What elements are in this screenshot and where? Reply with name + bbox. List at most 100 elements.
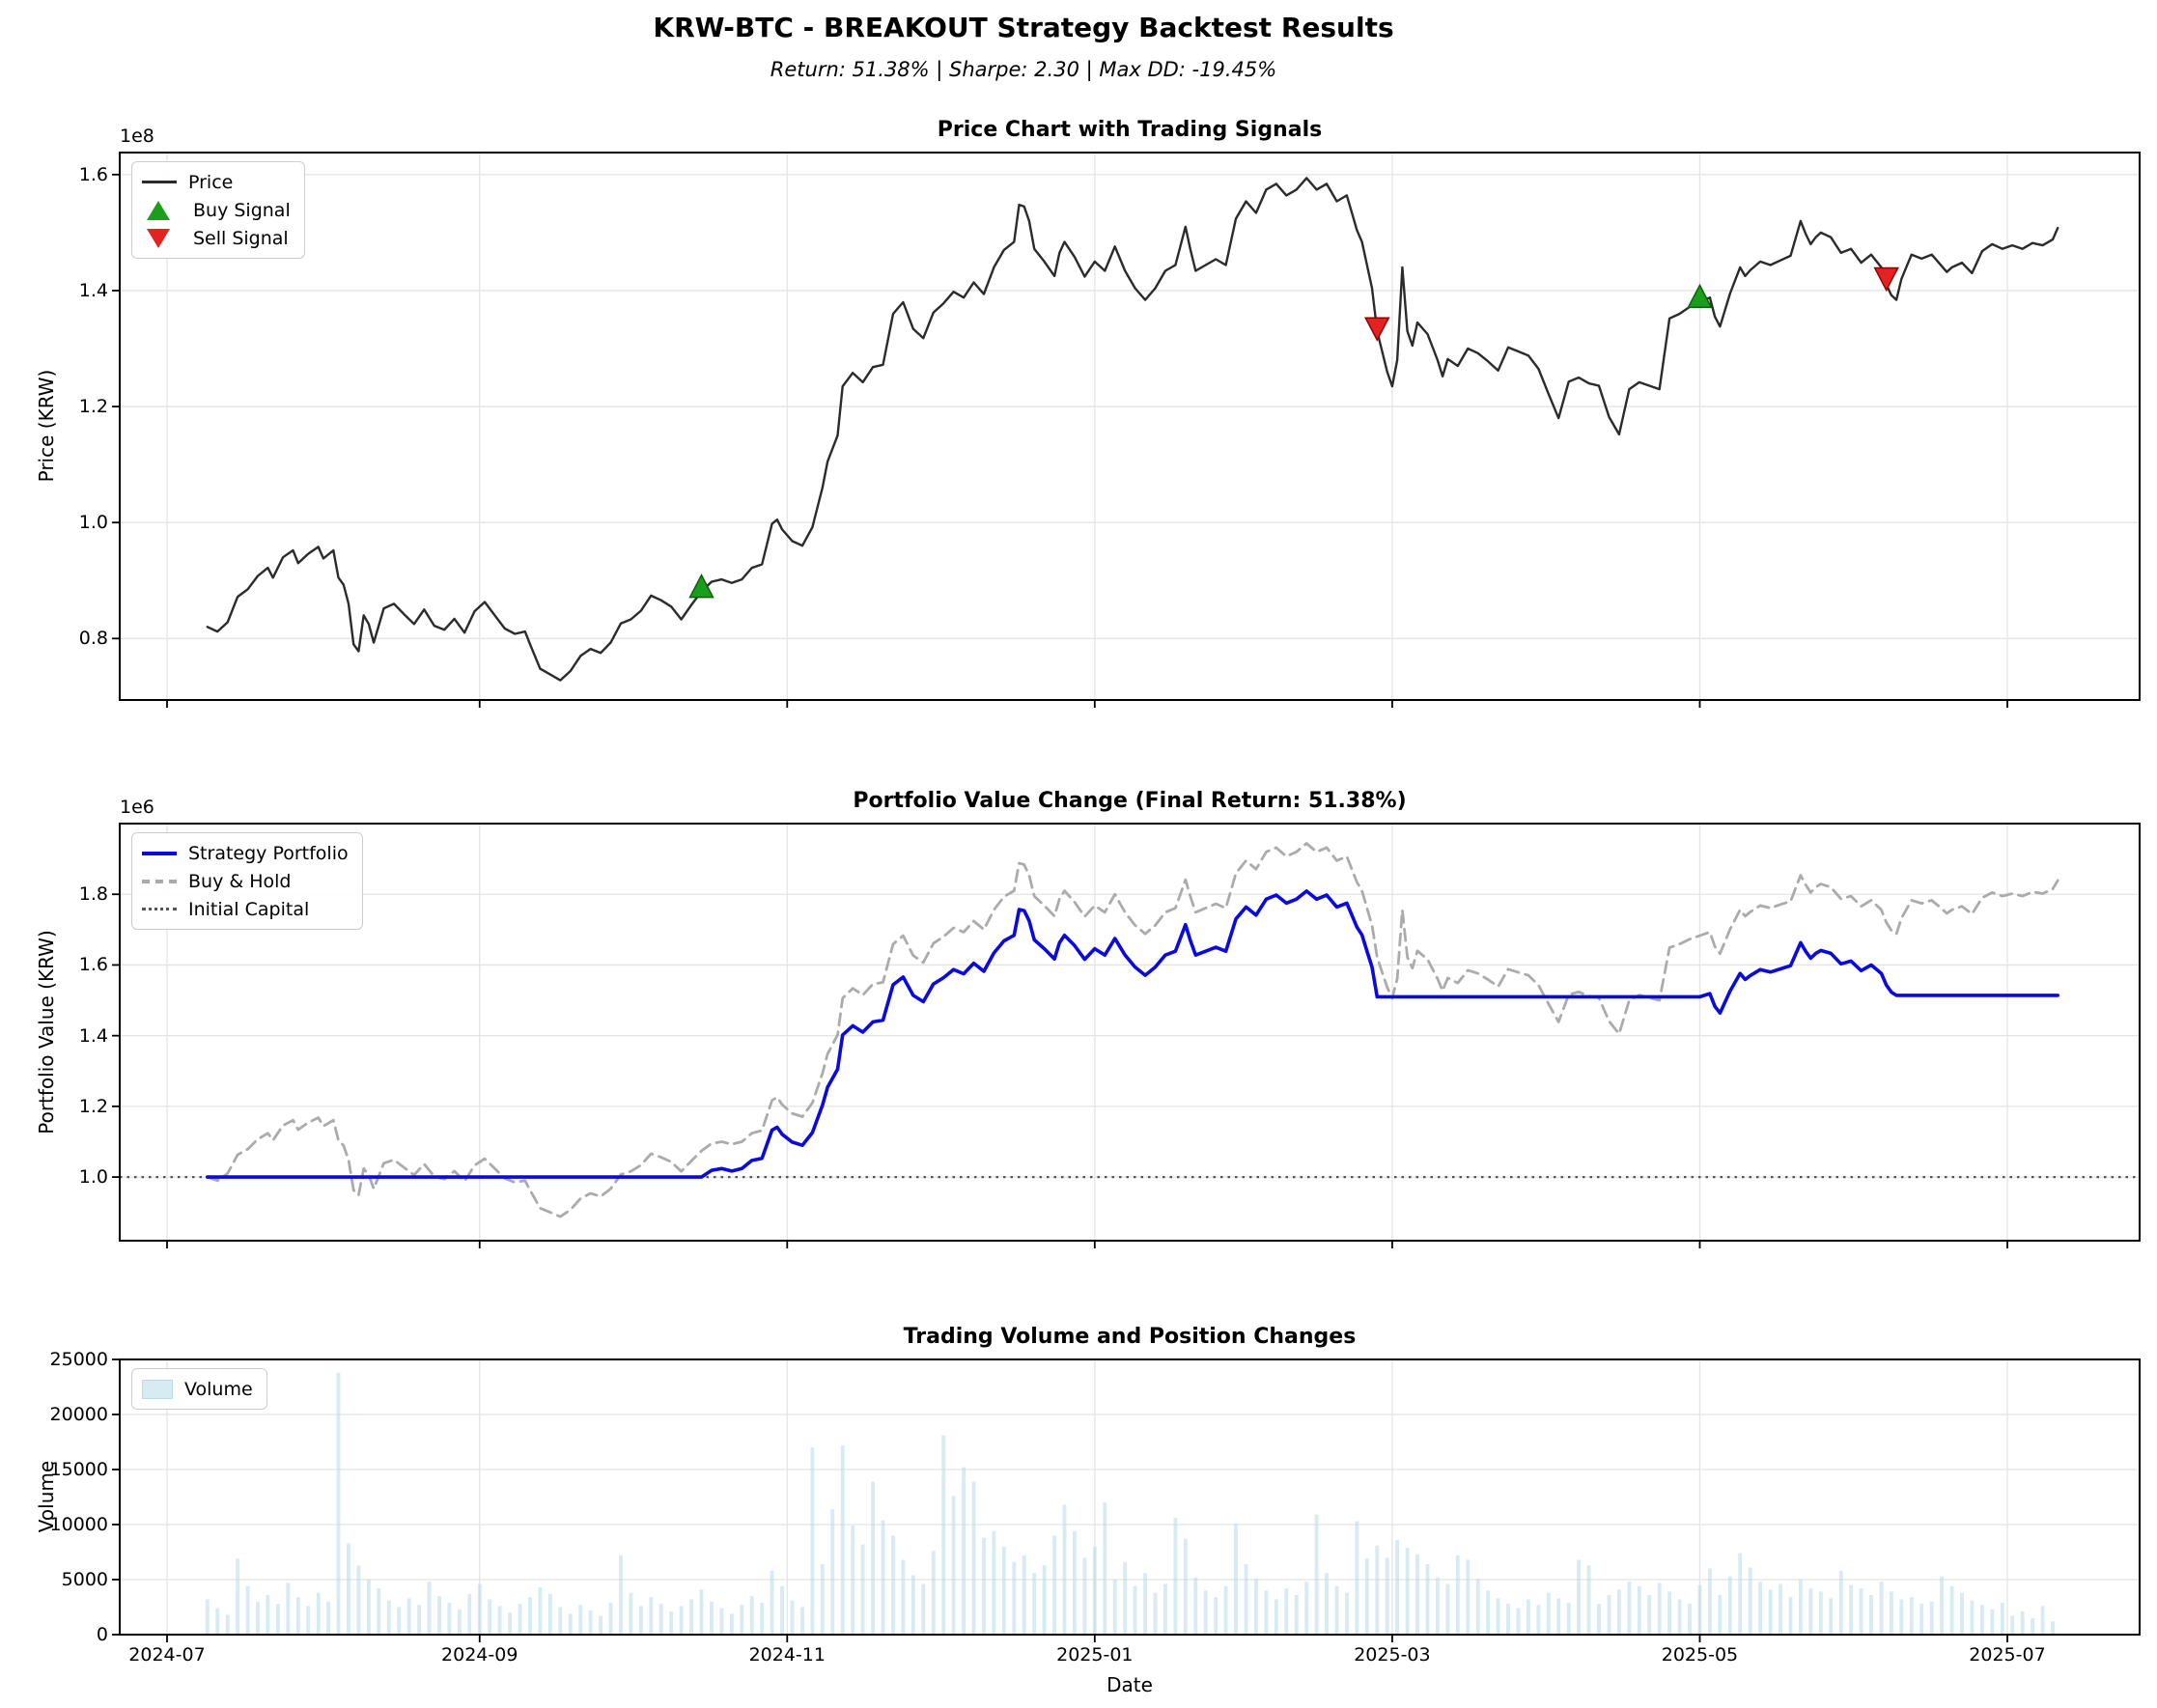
volume-bar xyxy=(891,1535,895,1635)
portfolio-y-offset-label: 1e6 xyxy=(120,797,154,818)
volume-bar xyxy=(1506,1604,1510,1635)
buy-signal-triangle-icon xyxy=(147,200,170,220)
volume-bar xyxy=(1919,1604,1924,1635)
legend-item-buy-hold: Buy & Hold xyxy=(142,867,349,895)
buy-hold-line xyxy=(206,842,2059,1218)
volume-bar xyxy=(1637,1585,1641,1635)
volume-bar xyxy=(1890,1591,1893,1635)
volume-bar xyxy=(710,1601,714,1635)
volume-bar xyxy=(1758,1582,1762,1635)
sell-signal-marker xyxy=(1873,266,1899,293)
volume-bar xyxy=(326,1601,330,1635)
volume-bar xyxy=(910,1575,915,1635)
volume-bar xyxy=(1375,1545,1380,1635)
volume-bar xyxy=(1768,1589,1773,1635)
price-line xyxy=(206,177,2059,682)
volume-bar xyxy=(256,1601,260,1635)
price-axes-spine xyxy=(119,152,2141,701)
volume-bar xyxy=(1980,1605,1984,1635)
volume-bar xyxy=(1960,1592,1964,1635)
volume-bar xyxy=(266,1595,270,1635)
volume-bar xyxy=(568,1613,573,1635)
volume-bar xyxy=(1163,1583,1167,1635)
buy-hold-line-swatch xyxy=(142,879,177,883)
volume-bar xyxy=(427,1582,432,1635)
volume-bar xyxy=(1869,1595,1873,1635)
volume-bar xyxy=(1818,1591,1823,1635)
volume-bar xyxy=(1415,1554,1419,1635)
legend-item-buy-signal: Buy Signal xyxy=(142,196,291,224)
volume-bar xyxy=(1556,1598,1561,1635)
price-y-tick-label: 1.0 xyxy=(78,512,108,534)
volume-y-tick-label: 25000 xyxy=(49,1349,108,1370)
volume-bar xyxy=(740,1605,744,1635)
volume-bar xyxy=(1123,1561,1128,1635)
volume-bar xyxy=(1586,1565,1591,1635)
volume-bar xyxy=(1042,1565,1047,1635)
price-y-tick-label: 1.4 xyxy=(78,279,108,301)
volume-bar xyxy=(1214,1597,1219,1635)
volume-bar xyxy=(477,1583,482,1635)
portfolio-y-tick-label: 1.2 xyxy=(78,1095,108,1117)
volume-bar xyxy=(1234,1523,1238,1635)
volume-bar xyxy=(406,1598,411,1635)
volume-bar xyxy=(1859,1588,1863,1635)
volume-bar xyxy=(558,1607,563,1635)
volume-y-tick-label: 5000 xyxy=(61,1569,108,1590)
volume-bar xyxy=(1334,1585,1339,1635)
volume-y-tick-label: 20000 xyxy=(49,1404,108,1425)
volume-bar xyxy=(1244,1564,1248,1635)
volume-bar xyxy=(236,1558,239,1635)
volume-bar xyxy=(669,1611,674,1635)
volume-patch-swatch xyxy=(142,1379,173,1399)
volume-bar xyxy=(215,1608,220,1635)
volume-bar xyxy=(649,1597,654,1635)
price-chart-title: Price Chart with Trading Signals xyxy=(937,118,1323,142)
buy-signal-marker xyxy=(688,574,714,599)
sell-signal-triangle-icon xyxy=(147,228,170,248)
volume-bar xyxy=(397,1607,402,1635)
volume-y-tick-label: 0 xyxy=(96,1624,108,1645)
price-y-offset-label: 1e8 xyxy=(120,126,154,147)
volume-chart-legend: Volume xyxy=(131,1368,267,1410)
x-tick-label: 2025-03 xyxy=(1354,1644,1431,1666)
volume-bar xyxy=(1052,1535,1056,1635)
volume-bar xyxy=(1112,1580,1117,1635)
volume-bar xyxy=(1486,1590,1490,1635)
price-y-tick-label: 1.6 xyxy=(78,163,108,185)
volume-bar xyxy=(1949,1585,1954,1635)
volume-bar xyxy=(820,1564,825,1635)
volume-bar xyxy=(2000,1602,2004,1635)
volume-bar xyxy=(1304,1582,1309,1635)
volume-bar xyxy=(1899,1599,1904,1635)
x-tick-label: 2024-11 xyxy=(748,1644,826,1666)
volume-bar xyxy=(1203,1590,1208,1635)
legend-item-initial-capital: Initial Capital xyxy=(142,895,349,923)
volume-bar xyxy=(658,1604,663,1635)
volume-bar xyxy=(306,1606,311,1635)
volume-bar xyxy=(780,1585,784,1635)
portfolio-y-tick-label: 1.8 xyxy=(78,883,108,906)
volume-bar xyxy=(1254,1578,1258,1635)
volume-bar xyxy=(1990,1609,1995,1635)
legend-item-sell-signal: Sell Signal xyxy=(142,224,291,252)
volume-bar xyxy=(1264,1590,1269,1635)
volume-bar xyxy=(316,1592,321,1635)
volume-bar xyxy=(467,1593,472,1635)
volume-bar xyxy=(488,1599,492,1635)
volume-bar xyxy=(971,1481,976,1635)
volume-bar xyxy=(1325,1573,1329,1635)
volume-bar xyxy=(1073,1530,1077,1635)
volume-bar xyxy=(245,1585,250,1635)
volume-bar xyxy=(1577,1559,1581,1635)
legend-label: Volume xyxy=(184,1378,253,1400)
volume-bar xyxy=(719,1608,724,1635)
legend-label: Buy & Hold xyxy=(188,870,292,892)
volume-bar xyxy=(588,1610,593,1635)
volume-bar xyxy=(1143,1573,1147,1635)
volume-y-axis-label: Volume xyxy=(35,1460,58,1533)
strategy-line xyxy=(206,889,2059,1179)
volume-bar xyxy=(1738,1553,1743,1635)
volume-bar xyxy=(1657,1582,1662,1635)
volume-bar xyxy=(1345,1592,1349,1635)
